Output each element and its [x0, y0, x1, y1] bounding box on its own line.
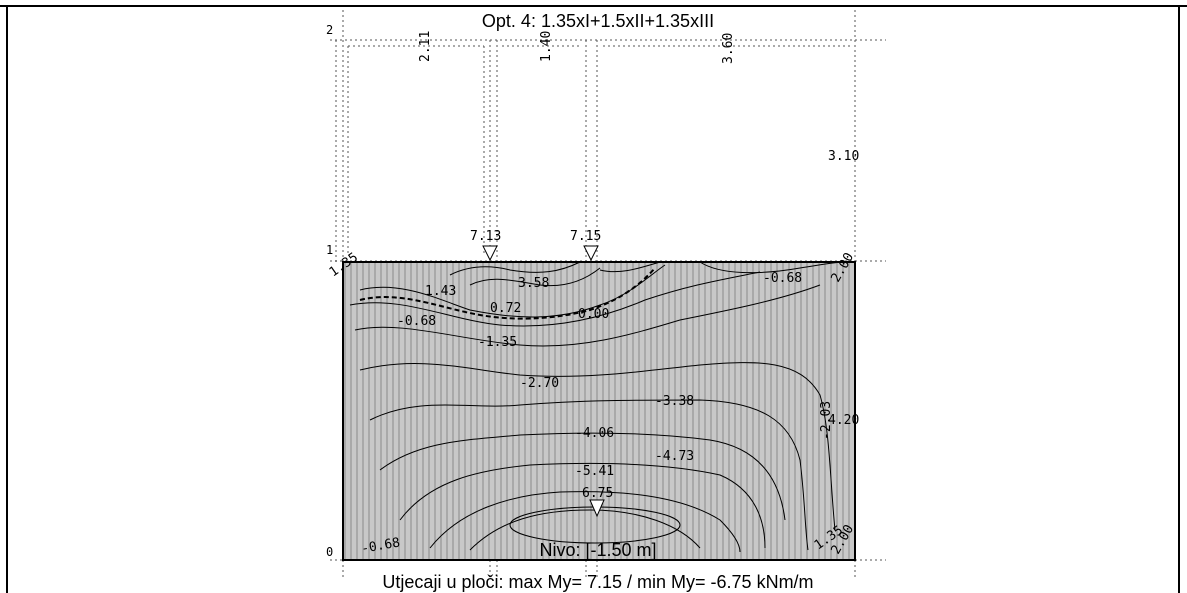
- upper-value: 2.11: [418, 31, 433, 62]
- support-value-left: 7.13: [470, 229, 501, 244]
- support-value-right: 7.15: [570, 229, 601, 244]
- contour-label: -0.68: [763, 271, 802, 286]
- contour-label: -1.35: [478, 335, 517, 350]
- level-label: Nivo: [-1.50 m]: [539, 540, 656, 560]
- upper-value: 1.40: [539, 31, 554, 62]
- contour-label: -3.38: [655, 394, 694, 409]
- contour-label: -2.70: [520, 376, 559, 391]
- zero-contour: [359, 267, 656, 320]
- support-marker-bottom: [589, 499, 605, 518]
- contour-label: -2.03: [819, 401, 834, 440]
- upper-value: 3.10: [828, 149, 859, 164]
- contour-label: -0.68: [360, 535, 401, 557]
- contour-label: 0.72: [490, 301, 521, 316]
- upper-value: 3.60: [721, 33, 736, 64]
- support-marker-right: [583, 245, 599, 262]
- axis-label: 2: [326, 23, 333, 37]
- contour-lines: [349, 261, 846, 553]
- axis-label: 1: [326, 243, 333, 257]
- contour-label: -4.73: [655, 449, 694, 464]
- support-marker-left: [482, 245, 498, 262]
- contour-label: -5.41: [575, 464, 614, 479]
- results-footer: Utjecaji u ploči: max My= 7.15 / min My=…: [382, 572, 813, 592]
- diagram-title: Opt. 4: 1.35xI+1.5xII+1.35xIII: [482, 11, 714, 31]
- support-value-bottom: 6.75: [582, 486, 613, 501]
- contour-label: -0.68: [397, 314, 436, 329]
- contour-label: -4.06: [575, 426, 614, 441]
- contour-label: 3.58: [518, 276, 549, 291]
- axis-label: 0: [326, 545, 333, 559]
- contour-label: 1.43: [425, 284, 456, 299]
- contour-label: 0.00: [578, 307, 609, 322]
- contour-label: 4.20: [828, 413, 859, 428]
